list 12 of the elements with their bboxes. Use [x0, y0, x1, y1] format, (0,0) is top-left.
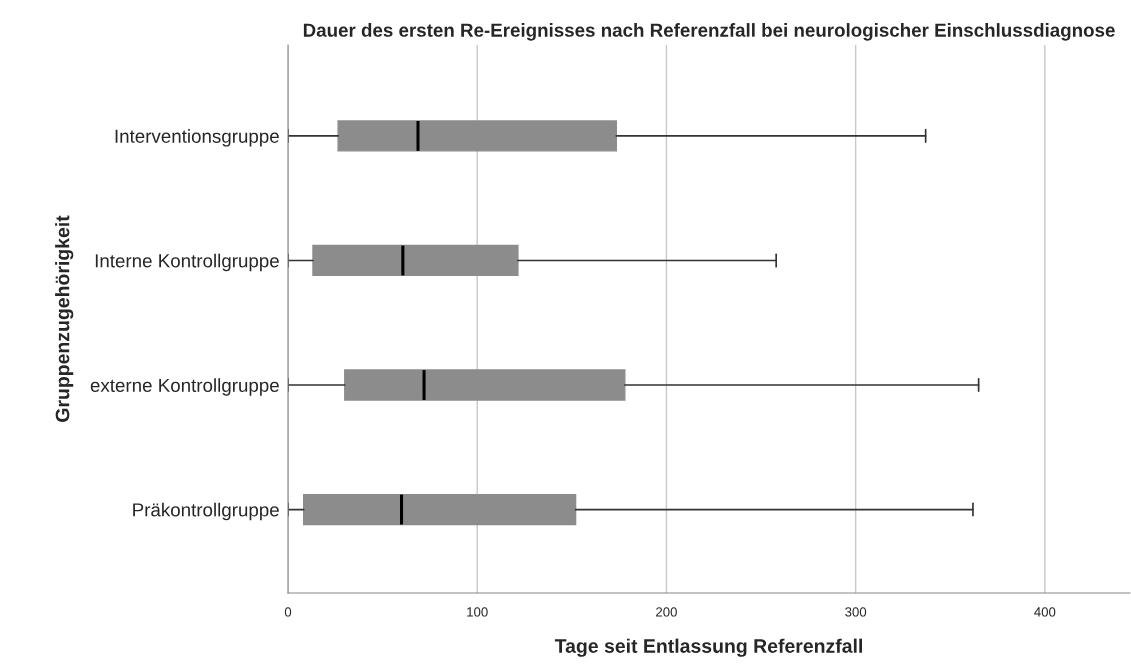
x-tick-label: 0 — [284, 607, 292, 617]
y-tick-label: Präkontrollgruppe — [133, 502, 279, 521]
y-tick-label: Interne Kontrollgruppe — [95, 253, 279, 272]
x-tick-label: 100 — [467, 607, 488, 617]
chart-title: Dauer des ersten Re-Ereignisses nach Referenzfall bei neurologischer Einschlussdiagnose — [303, 23, 1115, 41]
x-tick-label: 300 — [845, 607, 867, 617]
x-tick-label: 200 — [656, 607, 677, 617]
y-axis-title: Gruppenzugehörigkeit — [55, 215, 74, 422]
x-axis-title: Tage seit Entlassung Referenzfall — [554, 638, 862, 657]
y-tick-label: externe Kontrollgruppe — [90, 378, 279, 396]
y-tick-label: Interventionsgruppe — [115, 129, 279, 147]
x-tick-label: 400 — [1034, 607, 1056, 617]
